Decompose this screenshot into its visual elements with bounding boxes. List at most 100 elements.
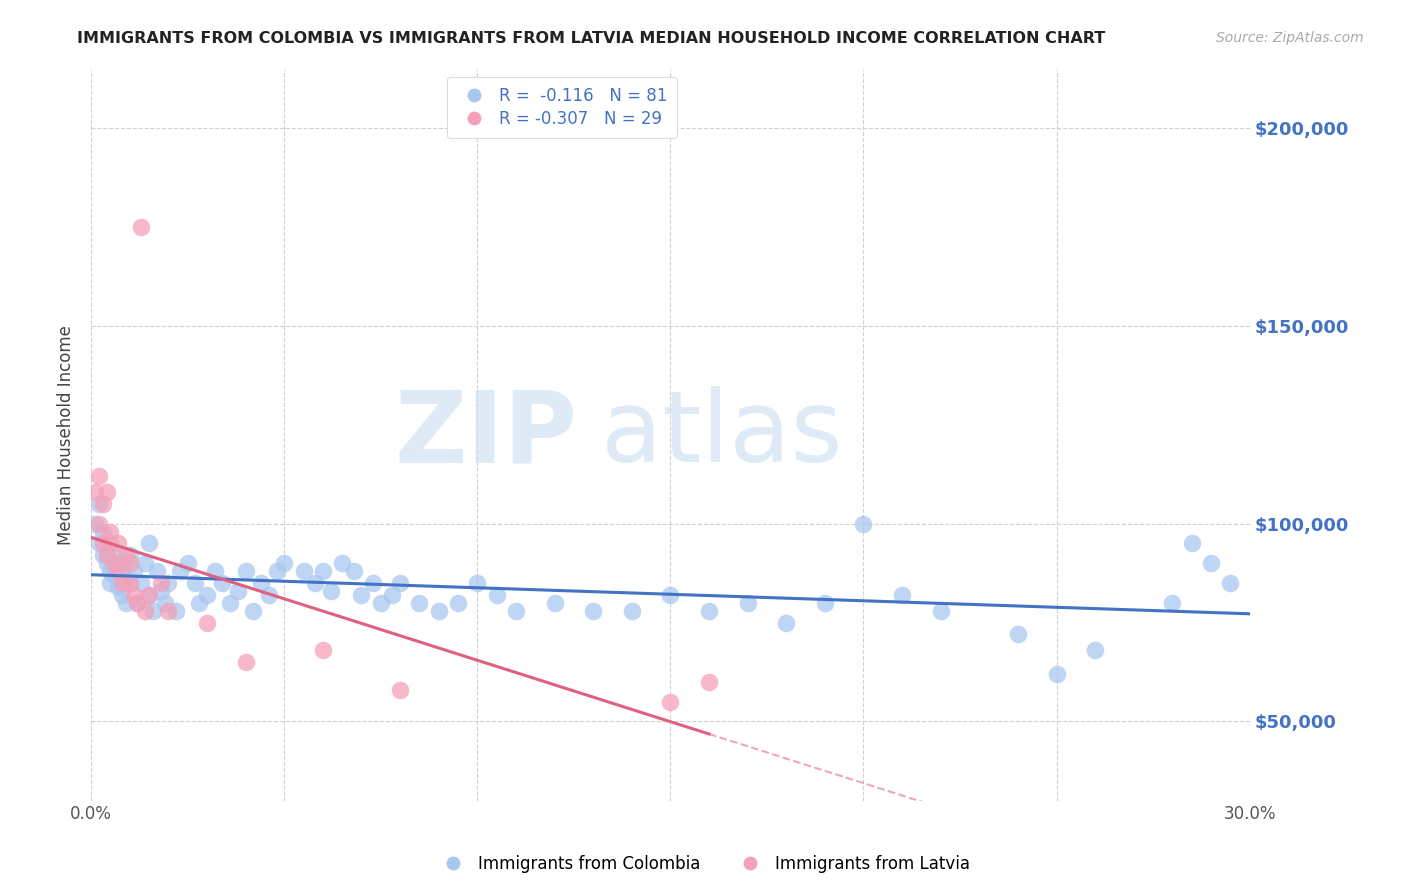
Point bbox=[157, 576, 180, 591]
Point bbox=[891, 588, 914, 602]
Point bbox=[103, 556, 125, 570]
Point bbox=[118, 576, 141, 591]
Point bbox=[111, 564, 134, 578]
Point bbox=[697, 604, 720, 618]
Point bbox=[273, 556, 295, 570]
Point bbox=[176, 556, 198, 570]
Point bbox=[138, 588, 160, 602]
Point bbox=[87, 497, 110, 511]
Point bbox=[814, 596, 837, 610]
Point bbox=[929, 604, 952, 618]
Point bbox=[127, 596, 149, 610]
Point bbox=[107, 536, 129, 550]
Point bbox=[427, 604, 450, 618]
Point bbox=[330, 556, 353, 570]
Point bbox=[737, 596, 759, 610]
Point bbox=[153, 596, 176, 610]
Point bbox=[184, 576, 207, 591]
Point bbox=[257, 588, 280, 602]
Point bbox=[169, 564, 191, 578]
Point bbox=[111, 588, 134, 602]
Point bbox=[107, 556, 129, 570]
Point bbox=[118, 576, 141, 591]
Point bbox=[1181, 536, 1204, 550]
Point bbox=[111, 576, 134, 591]
Point bbox=[219, 596, 242, 610]
Point bbox=[292, 564, 315, 578]
Point bbox=[697, 674, 720, 689]
Point bbox=[226, 583, 249, 598]
Point bbox=[211, 576, 233, 591]
Point bbox=[96, 548, 118, 562]
Point bbox=[115, 572, 138, 586]
Point bbox=[122, 588, 145, 602]
Point bbox=[87, 536, 110, 550]
Point bbox=[1219, 576, 1241, 591]
Point bbox=[131, 219, 153, 234]
Point bbox=[195, 615, 218, 630]
Point bbox=[131, 576, 153, 591]
Point bbox=[659, 588, 682, 602]
Point bbox=[91, 548, 114, 562]
Point bbox=[235, 655, 257, 669]
Point bbox=[235, 564, 257, 578]
Point bbox=[84, 485, 107, 500]
Text: ZIP: ZIP bbox=[395, 386, 578, 483]
Point bbox=[165, 604, 187, 618]
Point bbox=[146, 564, 169, 578]
Point bbox=[87, 516, 110, 531]
Point bbox=[350, 588, 373, 602]
Point bbox=[127, 596, 149, 610]
Point bbox=[312, 643, 335, 657]
Point bbox=[157, 604, 180, 618]
Point bbox=[620, 604, 643, 618]
Point bbox=[134, 604, 156, 618]
Y-axis label: Median Household Income: Median Household Income bbox=[58, 325, 75, 544]
Point bbox=[1045, 667, 1067, 681]
Point bbox=[96, 544, 118, 558]
Point bbox=[343, 564, 366, 578]
Point bbox=[118, 556, 141, 570]
Point bbox=[142, 604, 165, 618]
Point bbox=[1084, 643, 1107, 657]
Point bbox=[543, 596, 565, 610]
Point bbox=[87, 469, 110, 483]
Point bbox=[659, 695, 682, 709]
Point bbox=[149, 583, 172, 598]
Point bbox=[188, 596, 211, 610]
Point bbox=[138, 536, 160, 550]
Point bbox=[447, 596, 470, 610]
Point bbox=[91, 497, 114, 511]
Point bbox=[115, 596, 138, 610]
Point bbox=[96, 485, 118, 500]
Point bbox=[122, 564, 145, 578]
Point bbox=[312, 564, 335, 578]
Point bbox=[149, 576, 172, 591]
Point bbox=[250, 576, 273, 591]
Text: IMMIGRANTS FROM COLOMBIA VS IMMIGRANTS FROM LATVIA MEDIAN HOUSEHOLD INCOME CORRE: IMMIGRANTS FROM COLOMBIA VS IMMIGRANTS F… bbox=[77, 31, 1105, 46]
Point bbox=[100, 524, 122, 539]
Point bbox=[465, 576, 488, 591]
Point bbox=[319, 583, 342, 598]
Point bbox=[1161, 596, 1184, 610]
Point bbox=[1007, 627, 1029, 641]
Point bbox=[775, 615, 797, 630]
Point bbox=[370, 596, 392, 610]
Point bbox=[266, 564, 288, 578]
Point bbox=[103, 548, 125, 562]
Point bbox=[204, 564, 226, 578]
Point bbox=[107, 564, 129, 578]
Point bbox=[1199, 556, 1222, 570]
Point bbox=[361, 576, 384, 591]
Point bbox=[381, 588, 404, 602]
Point bbox=[115, 548, 138, 562]
Point bbox=[408, 596, 430, 610]
Text: Source: ZipAtlas.com: Source: ZipAtlas.com bbox=[1216, 31, 1364, 45]
Point bbox=[138, 588, 160, 602]
Point bbox=[242, 604, 264, 618]
Point bbox=[118, 548, 141, 562]
Point bbox=[485, 588, 508, 602]
Point bbox=[91, 536, 114, 550]
Point bbox=[389, 576, 412, 591]
Point bbox=[100, 564, 122, 578]
